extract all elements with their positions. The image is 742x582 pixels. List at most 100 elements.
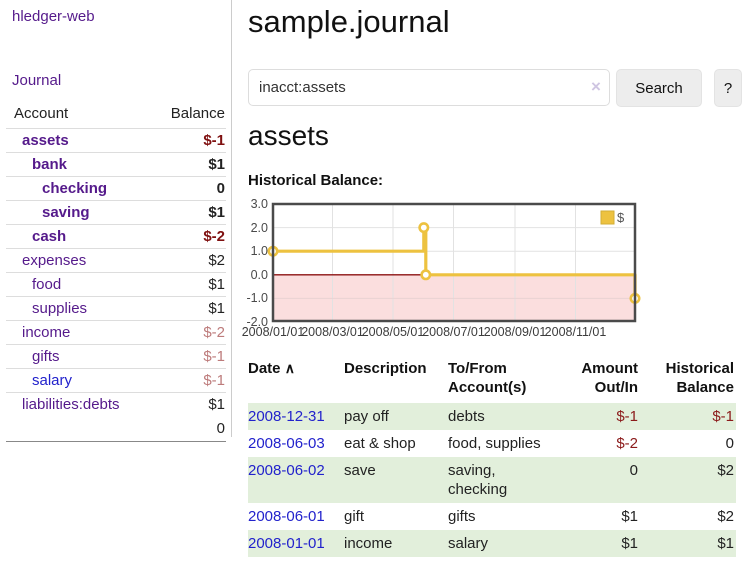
- transaction-row: 2008-06-03 eat & shop food, supplies $-2…: [248, 430, 736, 457]
- transaction-description: pay off: [344, 408, 389, 425]
- transaction-description: eat & shop: [344, 435, 416, 452]
- column-header-description: Description: [344, 360, 427, 377]
- historical-balance-chart: 3.0 2.0 1.0 0.0 -1.0 -2.0: [240, 197, 660, 348]
- account-row: supplies $1: [6, 296, 226, 321]
- accounts-header-account: Account: [6, 101, 155, 129]
- transaction-accounts: debts: [448, 408, 485, 425]
- account-link-saving[interactable]: saving: [42, 204, 90, 221]
- transactions-header-row: Date ∧ Description To/From Account(s) Am…: [248, 357, 736, 403]
- transaction-row: 2008-06-01 gift gifts $1 $2: [248, 503, 736, 530]
- y-tick: 3.0: [250, 197, 268, 211]
- transaction-description: income: [344, 535, 393, 552]
- y-tick: 0.0: [250, 267, 268, 282]
- y-tick: 2.0: [250, 220, 268, 235]
- account-balance: $1: [154, 200, 226, 225]
- help-button[interactable]: ?: [714, 69, 742, 107]
- transaction-date-link[interactable]: 2008-06-01: [248, 508, 325, 525]
- transaction-accounts: food, supplies: [448, 435, 541, 452]
- account-row: checking 0: [6, 176, 226, 201]
- transaction-amount: $1: [621, 508, 638, 525]
- search-bar: × Search ?: [248, 69, 742, 107]
- data-point: [418, 222, 430, 234]
- account-link-bank[interactable]: bank: [32, 156, 68, 173]
- sort-asc-icon: ∧: [284, 360, 295, 376]
- sidebar-item-journal[interactable]: Journal: [12, 72, 62, 89]
- transaction-accounts: saving, checking: [448, 462, 508, 498]
- transaction-description: save: [344, 462, 376, 479]
- account-link-gifts[interactable]: gifts: [32, 348, 60, 365]
- transaction-date-link[interactable]: 2008-06-03: [248, 435, 325, 452]
- account-link-expenses[interactable]: expenses: [22, 252, 87, 269]
- transaction-row: 2008-12-31 pay off debts $-1 $-1: [248, 403, 736, 430]
- account-row: saving $1: [6, 200, 226, 225]
- search-button[interactable]: Search: [616, 69, 702, 107]
- account-balance: $-1: [154, 368, 226, 393]
- accounts-table: Account Balance assets $-1 bank $1 check…: [6, 101, 226, 442]
- sidebar: hledger-web Journal Account Balance asse…: [0, 0, 232, 442]
- account-link-income[interactable]: income: [22, 324, 71, 341]
- transaction-amount: 0: [629, 462, 638, 479]
- x-tick: 2008/03/01: [301, 325, 364, 339]
- transaction-balance: $1: [717, 535, 734, 552]
- account-balance: 0: [154, 176, 226, 201]
- transaction-description: gift: [344, 508, 365, 525]
- legend-swatch: [600, 210, 615, 225]
- account-link-food[interactable]: food: [32, 276, 62, 293]
- x-tick: 2008/01/01: [241, 325, 305, 339]
- plot-border: [271, 202, 637, 323]
- account-row: liabilities:debts $1: [6, 392, 226, 416]
- transaction-date-link[interactable]: 2008-01-01: [248, 535, 325, 552]
- y-tick: 1.0: [250, 244, 268, 259]
- legend-label: $: [617, 210, 625, 225]
- account-balance: $1: [154, 296, 226, 321]
- account-link-supplies[interactable]: supplies: [32, 300, 88, 317]
- search-input[interactable]: [248, 69, 610, 106]
- account-heading: assets: [248, 120, 329, 151]
- chart-canvas: $: [267, 202, 641, 323]
- x-tick: 2008/05/01: [361, 325, 425, 339]
- main-content: sample.journal × Search ? assets Histori…: [242, 0, 742, 557]
- clear-search-icon[interactable]: ×: [591, 77, 601, 96]
- transaction-amount: $-1: [616, 408, 638, 425]
- account-balance: $2: [154, 248, 226, 273]
- app-brand-link[interactable]: hledger-web: [12, 8, 95, 25]
- account-row: salary $-1: [6, 368, 226, 393]
- account-balance: $1: [154, 272, 226, 297]
- transaction-accounts: salary: [448, 535, 489, 552]
- account-balance: $1: [154, 152, 226, 177]
- page-title: sample.journal: [248, 4, 450, 39]
- transaction-balance: $2: [717, 462, 734, 479]
- accounts-header-row: Account Balance: [6, 101, 226, 129]
- transaction-balance: $2: [717, 508, 734, 525]
- transaction-date-link[interactable]: 2008-06-02: [248, 462, 325, 479]
- account-link-liabilities-debts[interactable]: liabilities:debts: [22, 396, 120, 413]
- account-balance: $-1: [203, 132, 225, 149]
- x-tick: 2008/11/01: [544, 325, 607, 339]
- transaction-amount: $1: [621, 535, 638, 552]
- account-balance: $-1: [154, 344, 226, 369]
- y-tick: -1.0: [246, 291, 268, 306]
- column-header-amount: Amount Out/In: [581, 360, 638, 396]
- account-link-cash[interactable]: cash: [32, 228, 67, 245]
- transaction-row: 2008-06-02 save saving, checking 0 $2: [248, 457, 736, 503]
- transaction-row: 2008-01-01 income salary $1 $1: [248, 530, 736, 557]
- account-row: bank $1: [6, 152, 226, 177]
- chart-title: Historical Balance:: [248, 172, 384, 189]
- accounts-total-row: 0: [6, 416, 226, 442]
- account-link-checking[interactable]: checking: [42, 180, 108, 197]
- account-row: expenses $2: [6, 248, 226, 273]
- transaction-date-link[interactable]: 2008-12-31: [248, 408, 325, 425]
- account-link-assets[interactable]: assets: [22, 132, 69, 149]
- column-header-accounts: To/From Account(s): [448, 360, 527, 396]
- transactions-table: Date ∧ Description To/From Account(s) Am…: [248, 357, 736, 557]
- account-link-salary[interactable]: salary: [32, 372, 73, 389]
- transaction-accounts: gifts: [448, 508, 476, 525]
- account-balance: $1: [154, 392, 226, 416]
- account-balance: $-2: [154, 320, 226, 345]
- x-tick: 2008/09/01: [483, 325, 547, 339]
- account-balance: $-2: [154, 224, 226, 249]
- column-header-date[interactable]: Date ∧: [248, 360, 295, 377]
- column-header-balance: Historical Balance: [665, 360, 734, 396]
- transaction-balance: $-1: [712, 408, 734, 425]
- x-tick: 2008/07/01: [422, 325, 485, 339]
